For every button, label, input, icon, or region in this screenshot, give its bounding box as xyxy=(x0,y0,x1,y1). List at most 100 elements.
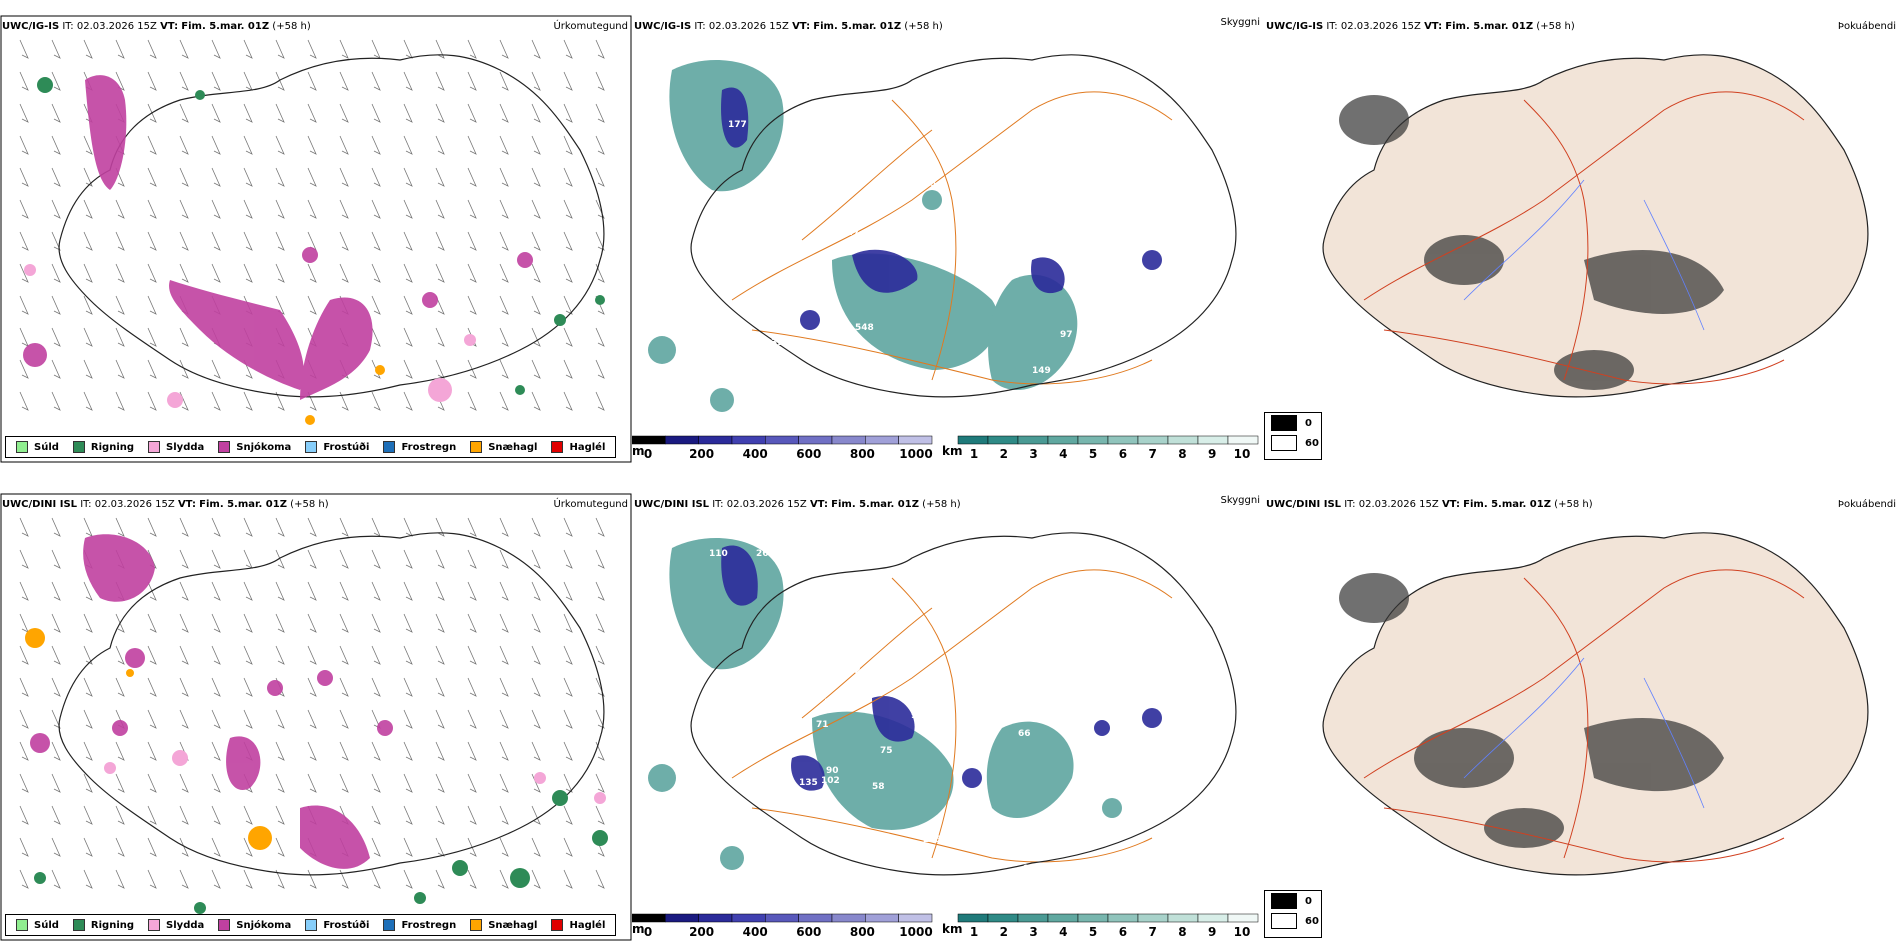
wind-barb xyxy=(531,327,541,347)
wind-barb xyxy=(595,327,605,347)
wind-barb xyxy=(531,549,541,569)
wind-barb xyxy=(83,391,93,411)
legend-swatch xyxy=(218,441,231,453)
wind-barb xyxy=(307,263,317,283)
colorbar-segment xyxy=(1137,435,1169,445)
wind-barb xyxy=(595,549,605,569)
wind-barb xyxy=(115,837,125,857)
wind-barb xyxy=(83,295,93,315)
wind-barb xyxy=(275,645,285,665)
legend-swatch xyxy=(72,441,85,453)
colorbar-tick: 600 xyxy=(796,447,821,461)
wind-barb xyxy=(563,231,573,251)
snow-depth-label: 261 xyxy=(972,675,991,685)
wind-barb xyxy=(467,199,477,219)
legend-label: Snjókoma xyxy=(236,441,292,453)
wind-barb xyxy=(115,359,125,379)
colorbar-tick: 5 xyxy=(1089,447,1097,461)
wind-barb xyxy=(83,581,93,601)
wind-barb xyxy=(339,613,349,633)
wind-barb xyxy=(211,263,221,283)
legend-item: Rigning xyxy=(72,919,134,931)
wind-barb xyxy=(403,869,413,889)
wind-barb xyxy=(403,677,413,697)
fog-panel-dini: UWC/DINI ISL IT: 02.03.2026 15Z VT: Fim.… xyxy=(1264,478,1900,950)
wind-barb xyxy=(435,327,445,347)
snow-depth-label: 93 xyxy=(924,179,937,189)
wind-barb xyxy=(115,263,125,283)
colorbar-segment xyxy=(831,913,866,923)
snow-depth-label: 66 xyxy=(1018,729,1031,739)
colorbar-segment xyxy=(798,913,833,923)
wind-barb xyxy=(307,167,317,187)
wind-barb xyxy=(179,517,189,537)
wind-barb xyxy=(83,645,93,665)
wind-barb xyxy=(563,295,573,315)
sleet-areas xyxy=(24,264,476,408)
panel-header: UWC/IG-IS IT: 02.03.2026 15Z VT: Fim. 5.… xyxy=(1266,21,1575,32)
wind-barb xyxy=(339,135,349,155)
wind-barb xyxy=(179,231,189,251)
colorbar-tick: 3 xyxy=(1029,447,1037,461)
legend-item: Súld xyxy=(16,919,59,931)
legend-item: Frostúði xyxy=(305,441,369,453)
colorbar-tick: 400 xyxy=(743,447,768,461)
colorbar-tick: 0 xyxy=(644,447,652,461)
snow-depth-label: 135 xyxy=(799,778,818,788)
wind-barb xyxy=(371,167,381,187)
wind-barb xyxy=(211,677,221,697)
snow-depth-label: 75 xyxy=(880,746,893,756)
fog-map-dini xyxy=(1322,532,1869,876)
colorbar-segment xyxy=(957,435,989,445)
wind-barb xyxy=(243,677,253,697)
colorbar-tick: 10 xyxy=(1234,925,1251,939)
wind-barb xyxy=(115,741,125,761)
wind-barb xyxy=(435,71,445,91)
colorbar-tick: 200 xyxy=(689,447,714,461)
wind-barb xyxy=(211,71,221,91)
wind-barb xyxy=(275,71,285,91)
legend-label: Haglél xyxy=(569,441,606,453)
legend-label: Haglél xyxy=(569,919,606,931)
wind-barb xyxy=(499,199,509,219)
wind-barb xyxy=(19,359,29,379)
wind-barb xyxy=(595,709,605,729)
wind-barb xyxy=(19,773,29,793)
wind-barb xyxy=(115,199,125,219)
panel-title: Úrkomutegund xyxy=(553,499,628,510)
wind-barb xyxy=(467,613,477,633)
wind-barb xyxy=(211,231,221,251)
wind-barb xyxy=(179,359,189,379)
wind-barb xyxy=(499,869,509,889)
wind-barb xyxy=(403,613,413,633)
wind-barb xyxy=(147,103,157,123)
wind-barb xyxy=(531,837,541,857)
colorbar-segment xyxy=(698,913,733,923)
wind-barb xyxy=(243,837,253,857)
wind-barb xyxy=(275,869,285,889)
wind-barb xyxy=(595,135,605,155)
colorbar-tick: 8 xyxy=(1178,447,1186,461)
wind-barb xyxy=(275,741,285,761)
wind-barb xyxy=(147,359,157,379)
wind-barb xyxy=(51,71,61,91)
wind-barb xyxy=(243,645,253,665)
fog-legend-label: 60 xyxy=(1305,437,1319,449)
wind-barb xyxy=(403,135,413,155)
wind-barb xyxy=(467,581,477,601)
colorbar-segment xyxy=(987,913,1019,923)
wind-barb xyxy=(499,581,509,601)
legend-item: Slydda xyxy=(148,919,204,931)
wind-barb xyxy=(83,869,93,889)
wind-barb xyxy=(211,837,221,857)
wind-barb xyxy=(563,709,573,729)
fog-legend-row: 0 xyxy=(1265,413,1321,433)
wind-barb xyxy=(179,327,189,347)
wind-barb xyxy=(435,741,445,761)
wind-barb xyxy=(83,135,93,155)
wind-barb xyxy=(339,167,349,187)
panel-header: UWC/DINI ISL IT: 02.03.2026 15Z VT: Fim.… xyxy=(2,499,329,510)
height-colorbar: 0 200 400 600 800 1000 xyxy=(632,435,933,461)
wind-barb xyxy=(499,359,509,379)
wind-barb xyxy=(499,71,509,91)
